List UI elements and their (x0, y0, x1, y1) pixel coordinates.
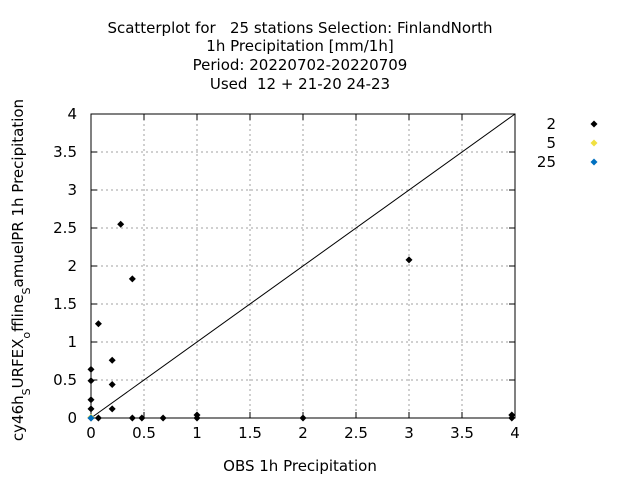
x-tick-label: 0 (86, 424, 96, 442)
title-line-4: Used 12 + 21-20 24-23 (210, 75, 390, 93)
x-tick-label: 3.5 (450, 424, 474, 442)
chart-title: Scatterplot for 25 stations Selection: F… (107, 19, 492, 93)
reference-line-y-equals-x (90, 113, 516, 419)
x-axis-label: OBS 1h Precipitation (223, 457, 377, 475)
y-label-part: amuelPR 1h Precipitation (9, 99, 27, 288)
data-point (108, 381, 116, 389)
y-tick-label: 0 (67, 409, 77, 427)
legend-marker (590, 139, 598, 147)
y-label-part: URFEX (9, 339, 27, 389)
grid-lines (91, 114, 515, 418)
data-point (87, 405, 95, 413)
data-point (94, 414, 102, 422)
x-tick-label: 2 (298, 424, 308, 442)
x-axis-ticks: 0 0.5 1 1.5 2 2.5 3 3.5 4 (86, 114, 520, 442)
y-tick-label: 1 (67, 333, 77, 351)
y-label-part: o (20, 332, 33, 339)
data-point (108, 356, 116, 364)
data-point (508, 414, 516, 422)
data-point (117, 220, 125, 228)
x-tick-label: 1 (192, 424, 202, 442)
y-tick-label: 3.5 (53, 143, 77, 161)
y-label-part: S (20, 388, 33, 395)
x-tick-label: 3 (404, 424, 414, 442)
y-axis-label: cy46hSURFEXofflineSamuelPR 1h Precipitat… (9, 99, 33, 441)
legend-label: 5 (546, 134, 556, 152)
data-points (87, 220, 516, 422)
data-point (128, 275, 136, 283)
data-point (299, 414, 307, 422)
data-point (405, 256, 413, 264)
legend-label: 25 (537, 153, 556, 171)
legend-marker (590, 158, 598, 166)
data-point (193, 414, 201, 422)
y-label-part: S (20, 287, 33, 294)
title-line-1: Scatterplot for 25 stations Selection: F… (107, 19, 492, 37)
legend-marker (590, 120, 598, 128)
x-tick-label: 2.5 (344, 424, 368, 442)
y-axis-ticks: 0 0.5 1 1.5 2 2.5 3 3.5 4 (53, 105, 515, 427)
y-tick-label: 1.5 (53, 295, 77, 313)
y-tick-label: 2 (67, 257, 77, 275)
data-point (87, 396, 95, 404)
data-point (87, 414, 95, 422)
title-line-2: 1h Precipitation [mm/1h] (206, 37, 393, 55)
legend-label: 2 (546, 115, 556, 133)
y-tick-label: 0.5 (53, 371, 77, 389)
y-label-part: cy46h (9, 395, 27, 441)
data-point (87, 365, 95, 373)
data-point (159, 414, 167, 422)
data-point (94, 320, 102, 328)
data-point (87, 377, 95, 385)
y-tick-label: 2.5 (53, 219, 77, 237)
data-point (128, 414, 136, 422)
title-line-3: Period: 20220702-20220709 (193, 56, 408, 74)
y-label-part: ffline (9, 294, 27, 331)
data-point (138, 414, 146, 422)
x-tick-label: 4 (510, 424, 520, 442)
x-tick-label: 0.5 (132, 424, 156, 442)
y-tick-label: 3 (67, 181, 77, 199)
x-tick-label: 1.5 (238, 424, 262, 442)
y-tick-label: 4 (67, 105, 77, 123)
data-point (108, 405, 116, 413)
